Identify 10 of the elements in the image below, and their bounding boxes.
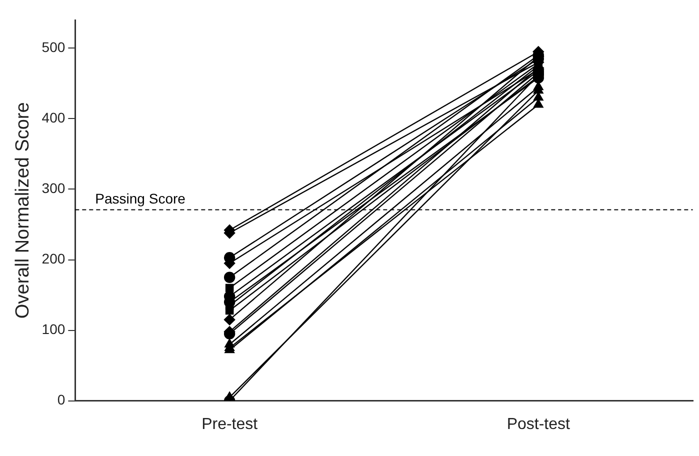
- y-tick-label: 0: [57, 392, 66, 408]
- y-axis-title: Overall Normalized Score: [12, 102, 34, 319]
- y-tick-label: 400: [42, 110, 66, 126]
- y-tick-label: 200: [42, 250, 66, 267]
- x-tick-label: Pre-test: [202, 416, 258, 433]
- ref-line-label: Passing Score: [95, 190, 186, 207]
- y-tick-label: 500: [42, 39, 66, 56]
- x-tick-label: Post-test: [506, 416, 571, 433]
- y-tick-label: 100: [42, 321, 66, 338]
- y-tick-label: 300: [42, 180, 66, 196]
